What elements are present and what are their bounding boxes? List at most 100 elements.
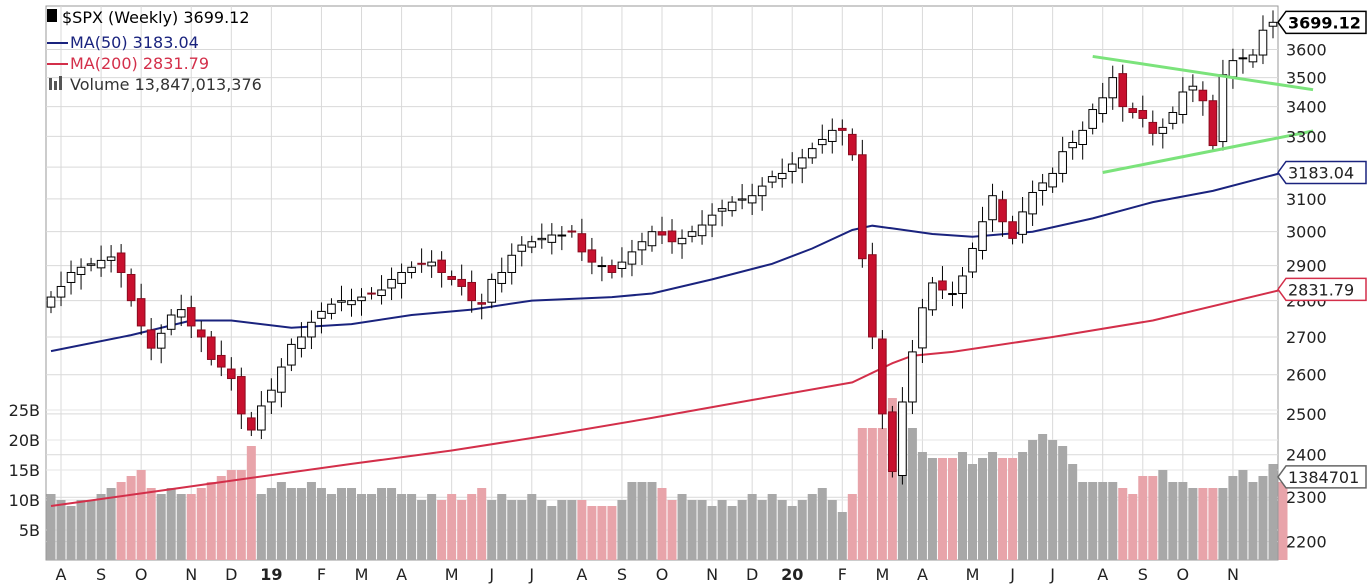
volume-bar [667,500,677,560]
candle-body [126,273,136,302]
candle [968,242,977,278]
volume-bar [597,506,607,560]
candle [237,367,246,430]
candle-body [1088,109,1098,129]
candle [1148,110,1158,146]
price-badge-1-label: 3183.04 [1288,163,1354,182]
volume-bar [106,488,116,560]
candle-body [156,332,166,349]
price-badge-2-label: 2831.79 [1288,280,1354,299]
price-badge-0-label: 3699.12 [1288,13,1361,32]
candle [687,225,697,243]
candle [1238,48,1248,74]
candle [908,339,917,415]
time-tick-label: O [1177,565,1190,584]
candle-body [1028,191,1037,215]
candle [1178,77,1188,124]
volume-bar [757,500,767,560]
volume-bar [56,500,66,560]
time-tick-label: O [135,565,148,584]
time-tick-label: A [917,565,928,584]
volume-bar [1208,488,1218,560]
candle [1048,167,1057,193]
candle [817,124,827,154]
candle-body [1098,97,1108,115]
candle-body [888,411,897,472]
time-tick-label: J [1049,565,1055,584]
candle-body [627,251,637,265]
volume-bar [947,458,957,560]
candle [1198,81,1208,116]
candle-body [46,296,56,308]
time-tick-label: J [1009,565,1015,584]
candle [617,247,627,278]
candle [106,245,116,273]
candle [547,223,557,255]
volume-bar [737,500,747,560]
price-badges: 3699.12 3183.04 2831.79 1384701 [1277,10,1367,489]
candle [1078,121,1087,160]
candle [56,271,66,307]
candle-body [988,195,997,221]
volume-bar [316,488,326,560]
candle-body [317,310,326,319]
volume-bar [567,500,577,560]
volume-bar [527,494,537,560]
candle [357,288,366,316]
candle-body [347,300,356,306]
candle-body [467,281,476,302]
volume-bar [1168,482,1178,560]
candle-body [948,293,957,296]
volume-badge: 1384701 [1277,465,1367,489]
candle-body [908,351,917,403]
candle [397,263,406,299]
candle [116,244,126,288]
volume-bar [1008,458,1018,560]
candle [457,264,466,296]
candle-body [186,307,196,327]
moving-averages [50,171,1284,507]
candle [747,183,757,215]
volume-bar [887,398,897,560]
candle [938,266,947,300]
candle-body [76,266,86,275]
price-tick-label: 2300 [1286,488,1327,507]
price-badge-2-frame [1277,277,1367,302]
candle-body [146,329,156,349]
candle-body [1248,54,1258,63]
time-tick-label: 20 [781,565,803,584]
candle [497,257,507,293]
candle-body [206,336,216,360]
candle [1108,65,1118,110]
price-tick-label: 3400 [1286,98,1327,117]
candle [807,142,817,164]
candle-body [237,376,246,415]
volume-axis: 5B 10B 15B 20B 25B [9,401,40,540]
candle-body [978,221,987,251]
candle [848,128,857,161]
volume-bar [967,464,978,560]
candle [637,232,647,265]
volume-bar [457,500,467,560]
ma50-legend-label: MA(50) 3183.04 [70,33,199,52]
candle-body [247,417,256,431]
volume-bar [447,494,457,560]
candle [1138,95,1148,128]
candle-body [56,285,66,298]
volume-bar [146,488,156,560]
symbol-title: $SPX (Weekly) 3699.12 [62,8,250,27]
candle-body [557,234,567,237]
time-tick-label: A [1097,565,1108,584]
candle [337,285,346,312]
candle-body [1068,141,1077,149]
price-tick-label: 3100 [1286,190,1327,209]
candle-body [1158,126,1168,134]
volume-icon [54,81,57,90]
price-badge-1-frame [1277,160,1367,185]
volume-bar [1058,446,1068,560]
candle-body [1208,100,1218,147]
candle [377,275,386,305]
candle [527,235,537,254]
volume-icon [49,78,52,90]
candle-body [747,195,757,204]
